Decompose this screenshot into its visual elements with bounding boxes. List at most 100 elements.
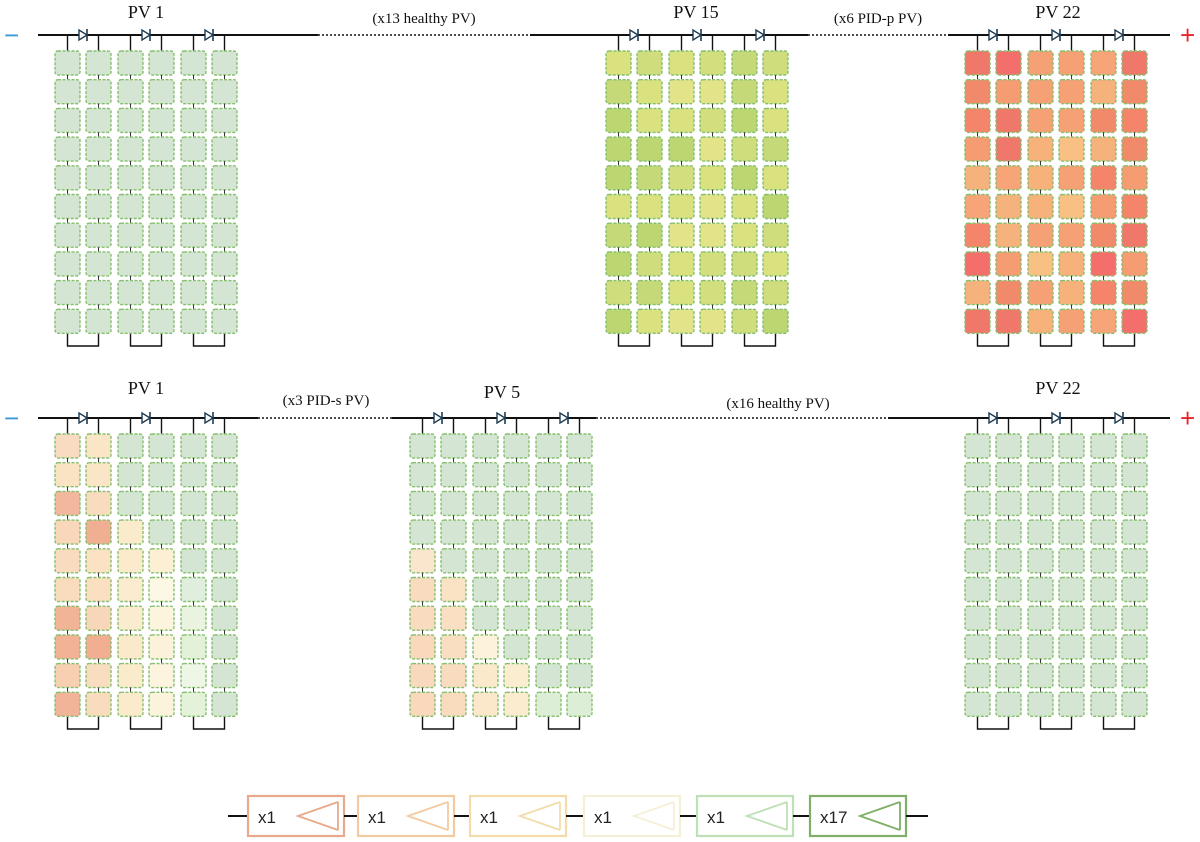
pv-cell: [964, 662, 991, 689]
legend-item: x1: [468, 794, 568, 838]
pv-cell: [409, 605, 436, 631]
pv-cell: [211, 193, 238, 220]
pv-cell: [668, 136, 695, 162]
pv-cell: [762, 279, 789, 306]
pv-cell: [503, 605, 530, 631]
bypass-diode-icon: [1051, 28, 1062, 42]
pv-cell: [1090, 308, 1117, 334]
pv-cell: [995, 107, 1022, 134]
pv-cell: [1121, 433, 1148, 459]
pv-cell: [1058, 519, 1085, 545]
pv-cell: [1058, 136, 1085, 162]
pv-cell: [409, 662, 436, 689]
pv-cell: [440, 605, 467, 631]
pv-cell: [180, 462, 207, 488]
pv-cell: [117, 576, 144, 603]
pv-cell: [211, 308, 238, 334]
pv-cell: [472, 662, 499, 689]
note-pidp-count: (x6 PID-p PV): [834, 11, 922, 27]
pv-cell: [472, 634, 499, 660]
pv-cell: [1027, 519, 1054, 545]
legend-item: x1: [356, 794, 456, 838]
pv-cell: [964, 165, 991, 191]
pv-cell: [964, 576, 991, 603]
pv-cell: [54, 50, 81, 76]
pv-cell: [54, 251, 81, 277]
pv-cell: [472, 519, 499, 545]
pv-cell: [211, 519, 238, 545]
pv-cell: [699, 251, 726, 277]
pv-cell: [440, 433, 467, 459]
pv-cell: [762, 165, 789, 191]
bypass-diode-icon: [1114, 411, 1125, 425]
pv-cell: [211, 576, 238, 603]
pv-cell: [1027, 165, 1054, 191]
pv-cell: [472, 691, 499, 717]
pv-cell: [148, 662, 175, 689]
pv-cell: [605, 78, 632, 105]
module-symbol-icon: [295, 801, 339, 831]
pv-cell: [699, 279, 726, 306]
legend-item: x1: [246, 794, 346, 838]
bypass-diode-icon: [204, 28, 215, 42]
pv-cell: [605, 136, 632, 162]
pv-cell: [54, 222, 81, 248]
pv-cell: [1058, 165, 1085, 191]
pv-cell: [148, 691, 175, 717]
panel-label: PV 22: [1035, 378, 1080, 398]
pv-cell: [1058, 50, 1085, 76]
bypass-diode-icon: [988, 411, 999, 425]
pv-cell: [180, 251, 207, 277]
pv-cell: [211, 634, 238, 660]
pv-cell: [668, 193, 695, 220]
pv-cell: [180, 519, 207, 545]
panel-wiring: [976, 28, 1136, 347]
pv-cell: [117, 165, 144, 191]
pv-cell: [440, 519, 467, 545]
pv-cell: [1121, 519, 1148, 545]
pv-cell: [636, 165, 663, 191]
pv-cell: [1027, 279, 1054, 306]
pv-cell: [731, 279, 758, 306]
pv-cell: [1027, 462, 1054, 488]
pv-cell: [440, 490, 467, 517]
pv-cell: [566, 691, 593, 717]
pv-cell: [1121, 490, 1148, 517]
pv-cell: [117, 222, 144, 248]
pv-cell: [636, 78, 663, 105]
pv-cell: [1058, 605, 1085, 631]
module-symbol-icon: [517, 801, 561, 831]
pv-cell: [636, 107, 663, 134]
pv-cell: [54, 136, 81, 162]
pv-cell: [85, 662, 112, 689]
pv-cell: [1090, 519, 1117, 545]
pv-cell: [995, 78, 1022, 105]
pv-cell: [535, 548, 562, 574]
pv-cell: [148, 634, 175, 660]
pv-cell: [699, 136, 726, 162]
pv-cell: [54, 462, 81, 488]
legend-count-label: x1: [594, 808, 612, 827]
pv-cell: [964, 222, 991, 248]
pv-cell: [54, 519, 81, 545]
pv-cell: [1090, 222, 1117, 248]
pv-cell: [211, 490, 238, 517]
pv-cell: [440, 662, 467, 689]
pv-cell: [668, 279, 695, 306]
pv-cell: [211, 50, 238, 76]
pv-cell: [995, 605, 1022, 631]
pv-cell: [605, 251, 632, 277]
pv-cell: [472, 462, 499, 488]
pv-cell: [636, 136, 663, 162]
pv-cell: [117, 107, 144, 134]
pv-cell: [995, 50, 1022, 76]
module-symbol-icon: [744, 801, 788, 831]
pv-cell: [54, 576, 81, 603]
pv-cell: [180, 165, 207, 191]
pv-cell: [54, 165, 81, 191]
pv-cell: [117, 308, 144, 334]
pv-cell: [1027, 308, 1054, 334]
pv-cell: [503, 634, 530, 660]
pv-cell: [54, 279, 81, 306]
pv-cell: [180, 576, 207, 603]
